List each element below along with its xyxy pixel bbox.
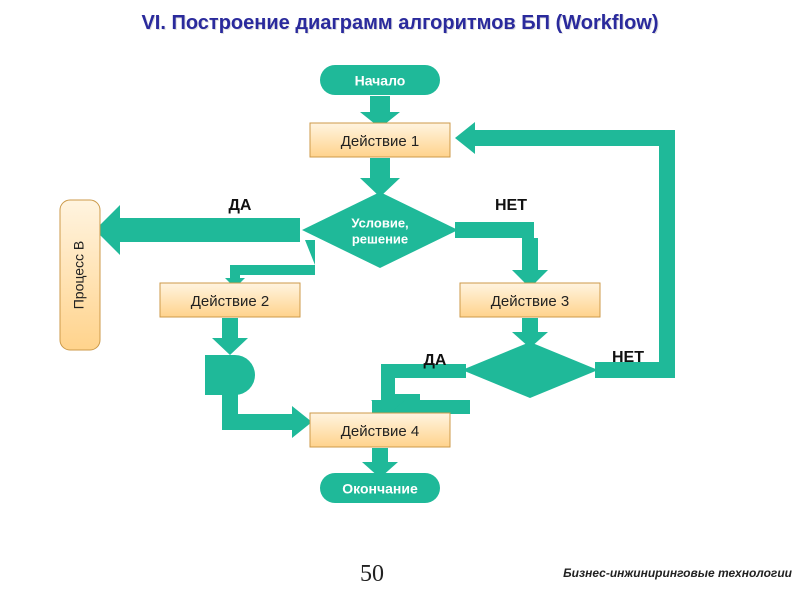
- node-action4: Действие 4: [310, 413, 450, 447]
- svg-text:решение: решение: [352, 231, 408, 246]
- arrow-decision1-processB: [95, 205, 300, 255]
- svg-text:Процесс В: Процесс В: [71, 241, 87, 310]
- svg-text:Действие 4: Действие 4: [341, 423, 419, 440]
- node-action3: Действие 3: [460, 283, 600, 317]
- node-action1: Действие 1: [310, 123, 450, 157]
- node-start: Начало: [320, 65, 440, 95]
- svg-text:Начало: Начало: [355, 73, 406, 89]
- node-decision2: [462, 342, 598, 398]
- flowchart: Начало Действие 1 Условие, решение Дейст…: [0, 0, 800, 600]
- edge-label-da-1: ДА: [229, 197, 252, 214]
- node-end: Окончание: [320, 473, 440, 503]
- arrow-decision1-action3: [455, 222, 548, 288]
- svg-text:Действие 1: Действие 1: [341, 133, 419, 150]
- arrow-action2-delay: [212, 318, 248, 355]
- arrow-delay-action4: [222, 392, 312, 438]
- node-action2: Действие 2: [160, 283, 300, 317]
- node-decision1: Условие, решение: [302, 192, 458, 268]
- page-number: 50: [360, 561, 384, 588]
- arrow-action1-decision1: [360, 158, 400, 197]
- edge-label-da-2: ДА: [424, 352, 447, 369]
- svg-text:Действие 2: Действие 2: [191, 293, 269, 310]
- edge-label-net-1: НЕТ: [495, 197, 527, 214]
- node-processB: Процесс В: [60, 200, 100, 350]
- arrow-decision1-action2: [225, 240, 315, 288]
- svg-text:Окончание: Окончание: [342, 481, 418, 497]
- arrow-decision2-loop: [455, 122, 675, 378]
- node-delay: [205, 355, 255, 395]
- edge-label-net-2: НЕТ: [612, 349, 644, 366]
- svg-text:Условие,: Условие,: [351, 215, 408, 230]
- footer-credit: Бизнес-инжиниринговые технологии: [563, 566, 792, 580]
- svg-text:Действие 3: Действие 3: [491, 293, 569, 310]
